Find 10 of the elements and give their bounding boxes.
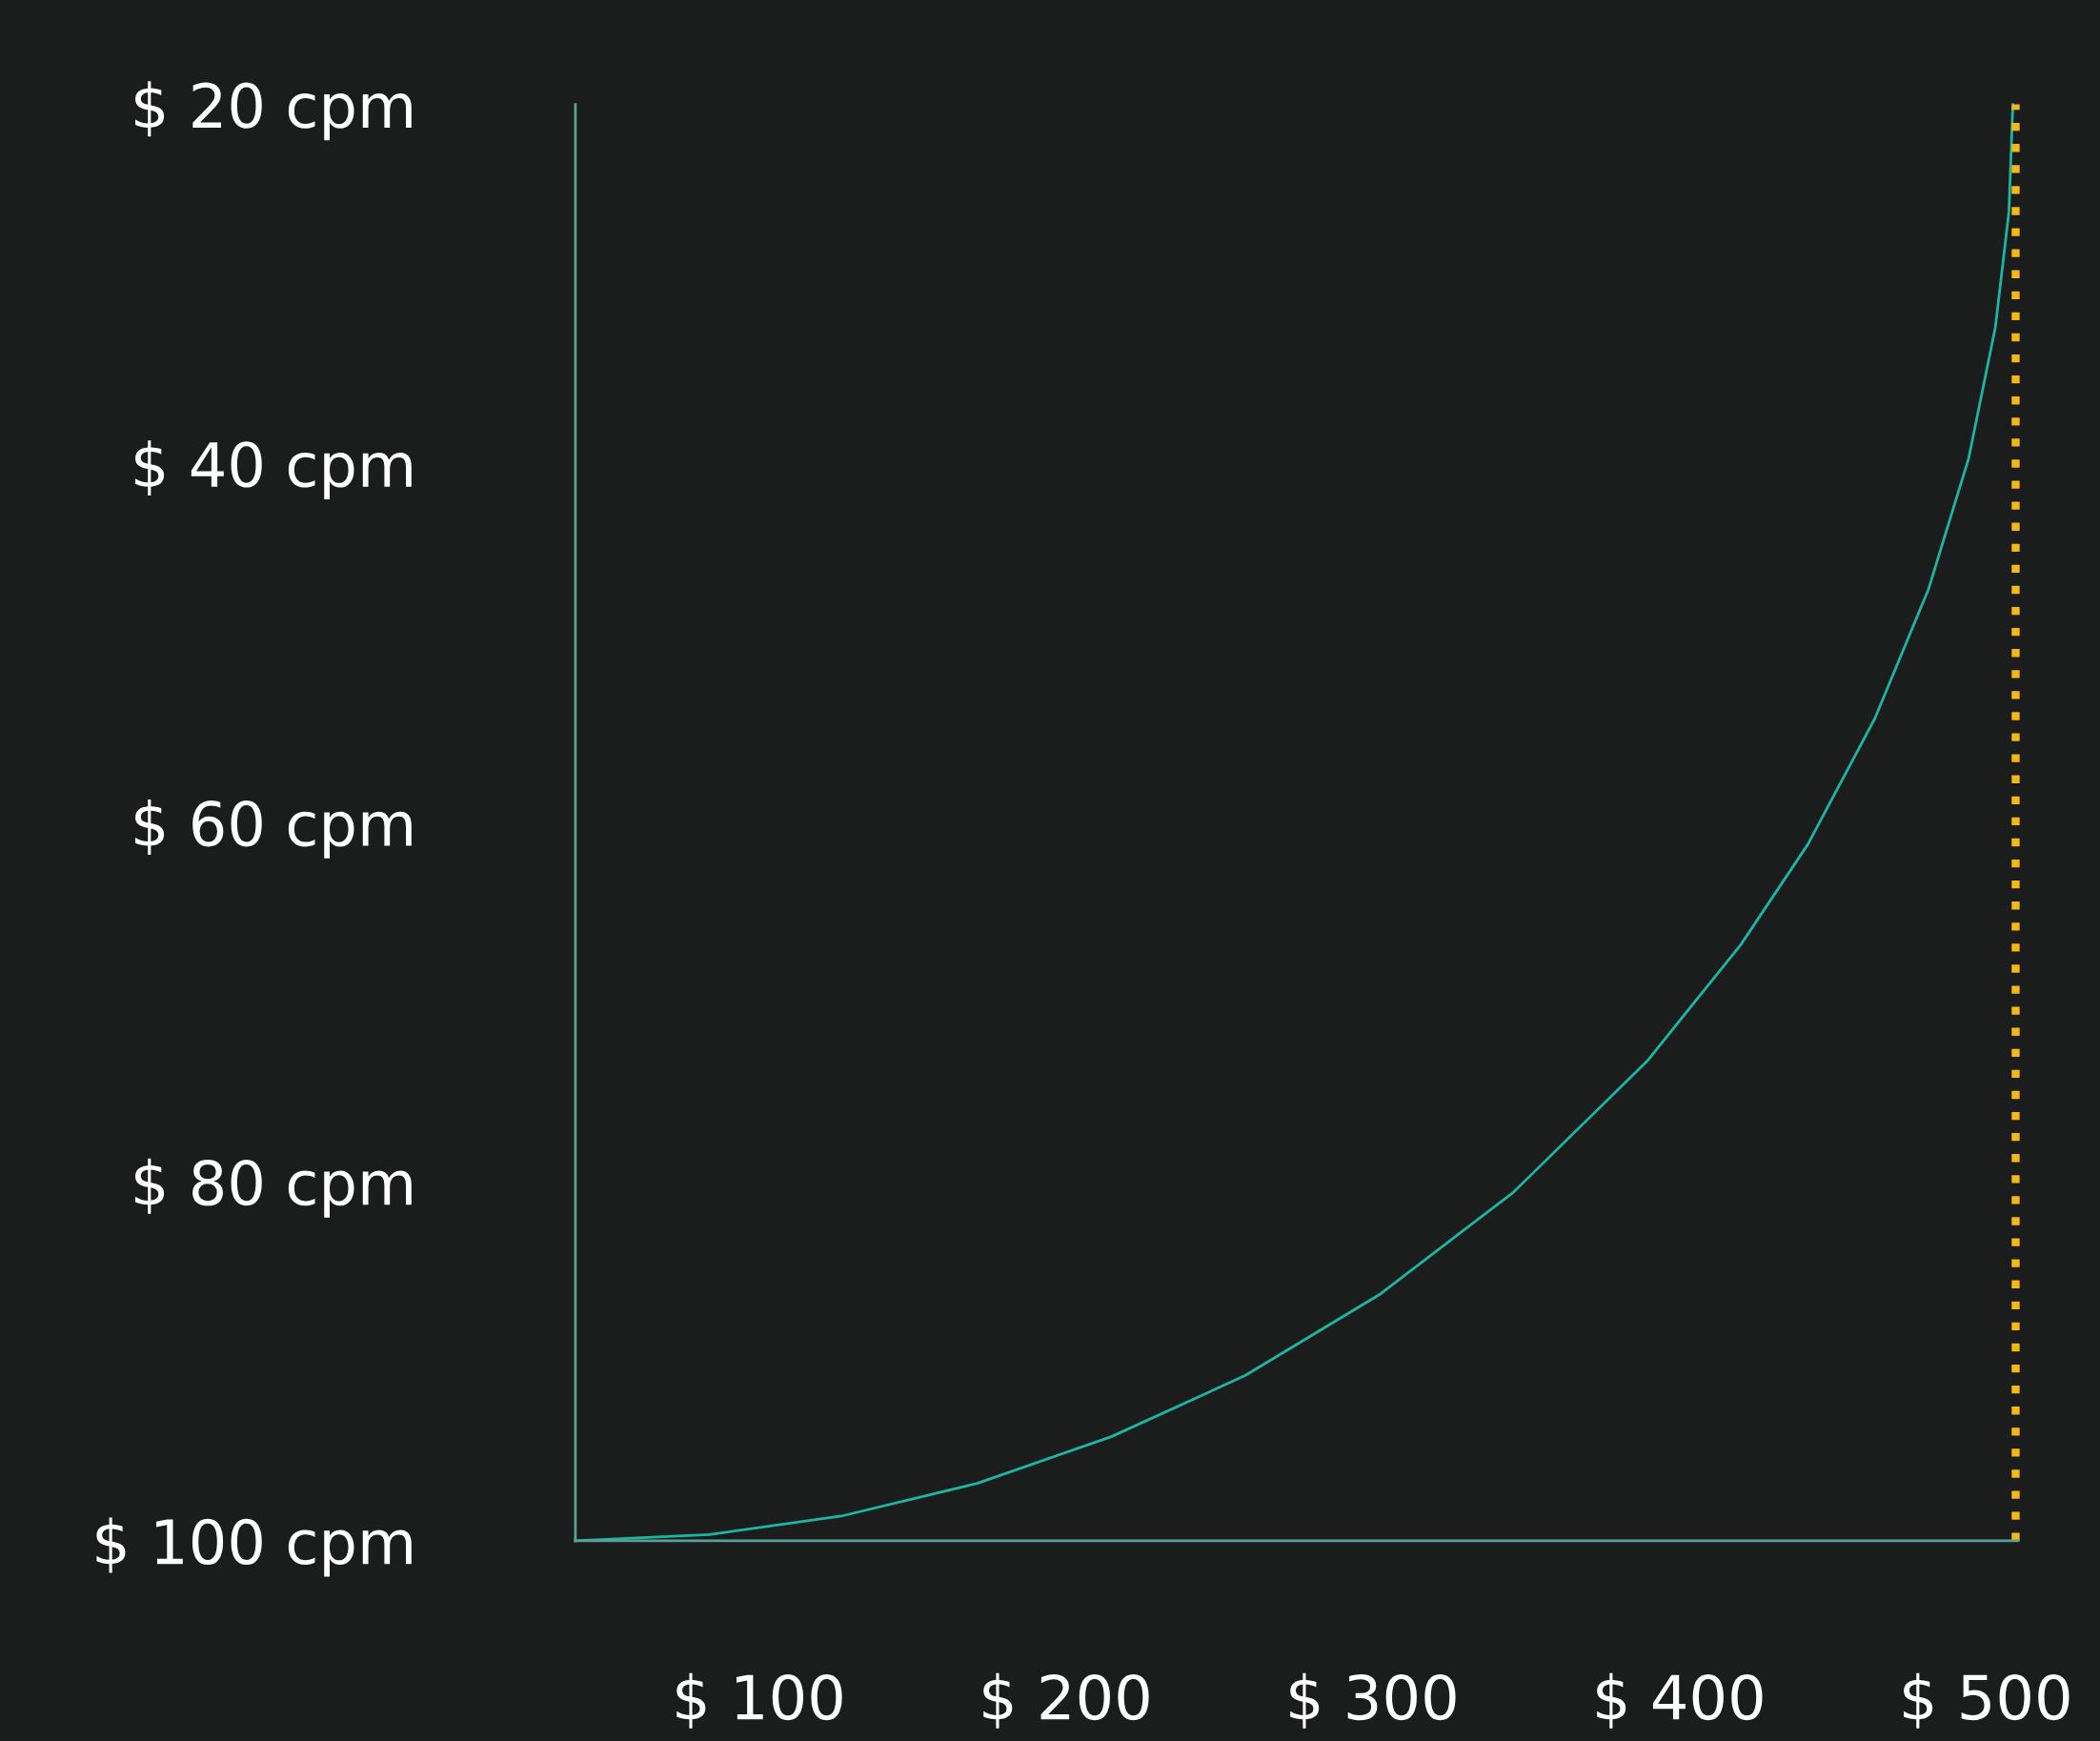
x-tick-label: $ 400	[1597, 1672, 1763, 1729]
y-tick-label: $ 100 cpm	[96, 1517, 412, 1577]
x-tick-label: $ 500	[1904, 1672, 2070, 1729]
x-tick-label: $ 100	[676, 1672, 842, 1729]
y-tick-label: $ 60 cpm	[135, 799, 412, 859]
y-tick-label: $ 40 cpm	[135, 440, 412, 499]
y-tick-label: $ 20 cpm	[135, 81, 412, 141]
x-tick-label: $ 300	[1290, 1672, 1456, 1729]
x-tick-label: $ 200	[983, 1672, 1149, 1729]
y-tick-label: $ 80 cpm	[135, 1158, 412, 1218]
